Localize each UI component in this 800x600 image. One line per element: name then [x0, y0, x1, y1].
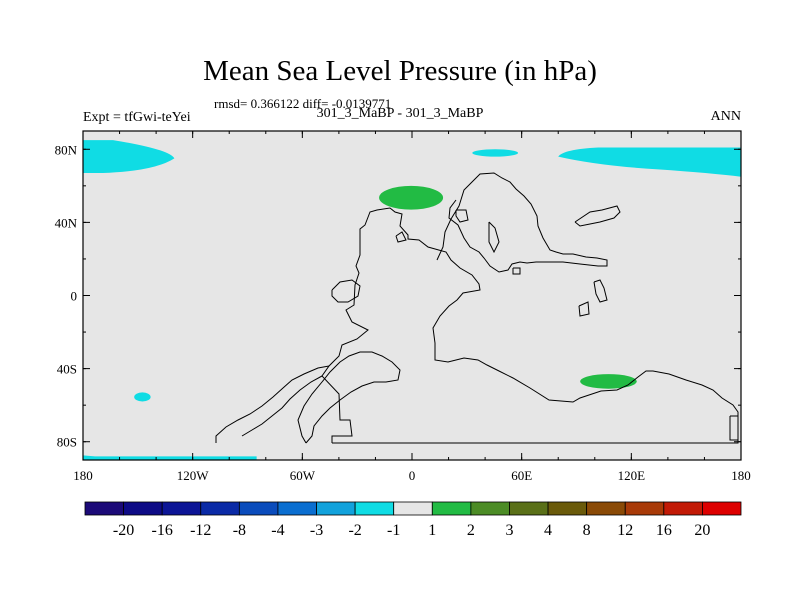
x-tick-label: 60E: [511, 468, 532, 483]
colorbar-label: -4: [271, 522, 284, 539]
colorbar-swatch: [393, 501, 433, 516]
coastline-segment: [729, 415, 739, 441]
y-tick-label: 40S: [57, 362, 77, 377]
x-tick-label: 120W: [177, 468, 210, 483]
colorbar-swatch: [431, 501, 472, 516]
experiment-label: Expt = tfGwi-teYei: [83, 110, 191, 125]
anomaly-region-antarctic-low: [83, 455, 257, 460]
coastline-segment: [488, 221, 500, 254]
colorbar-swatch: [586, 501, 626, 516]
anomaly-region-arctic-barents-low: [472, 149, 519, 157]
coastline-segment: [297, 351, 401, 444]
colorbar-label: 2: [467, 522, 475, 539]
coastline-segment: [593, 279, 608, 303]
coastline-segment: [331, 279, 361, 303]
colorbar-swatch: [354, 501, 395, 516]
colorbar-label: 8: [583, 522, 591, 539]
season-label: ANN: [710, 109, 741, 124]
colorbar-label: 20: [694, 522, 710, 539]
colorbar-label: -12: [190, 522, 211, 539]
x-tick-label: 180: [73, 468, 93, 483]
colorbar-swatch: [624, 501, 665, 516]
anomaly-region-arctic-siberia-low: [558, 147, 741, 177]
y-tick-label: 80N: [55, 142, 78, 157]
anomaly-region-south-pacific-low: [134, 392, 151, 402]
colorbar-swatch: [702, 501, 742, 516]
colorbar-label: 1: [428, 522, 436, 539]
colorbar-swatch: [509, 501, 549, 516]
x-tick-label: 0: [409, 468, 416, 483]
plot-background: [83, 131, 741, 460]
coastline-segment: [395, 231, 407, 243]
colorbar-swatch: [547, 501, 588, 516]
paleo-coastline: [215, 172, 739, 444]
x-tick-label: 120E: [618, 468, 646, 483]
colorbar-swatch: [123, 501, 163, 516]
colorbar-swatch: [238, 501, 279, 516]
coastline-segment: [321, 207, 739, 444]
colorbar-swatch: [277, 501, 317, 516]
coastline-segment: [455, 209, 469, 223]
coastline-segment: [436, 172, 608, 273]
y-tick-label: 40N: [55, 215, 78, 230]
colorbar-label: -1: [387, 522, 400, 539]
x-tick-label: 180: [731, 468, 751, 483]
colorbar-label: -20: [113, 522, 134, 539]
y-tick-label: 0: [71, 289, 78, 304]
coastline-segment: [578, 301, 590, 317]
colorbar-swatch: [200, 501, 240, 516]
colorbar-swatch: [663, 501, 703, 516]
coastline-segment: [574, 205, 621, 227]
colorbar-label: -2: [348, 522, 361, 539]
stats-text: rmsd= 0.366122 diff= -0.0139771: [214, 96, 392, 111]
colorbar-label: -8: [233, 522, 246, 539]
colorbar-label: 4: [544, 522, 552, 539]
coastline-segment: [512, 267, 521, 275]
colorbar-label: -3: [310, 522, 323, 539]
chart-title: Mean Sea Level Pressure (in hPa): [203, 55, 597, 87]
anomaly-region-south-indian-high: [580, 374, 637, 389]
anomaly-region-north-atlantic-high: [379, 185, 444, 210]
colorbar-swatch: [84, 501, 124, 516]
colorbar-swatch: [470, 501, 510, 516]
colorbar-swatch: [161, 501, 202, 516]
colorbar-label: 16: [656, 522, 672, 539]
coastline-segment: [241, 375, 323, 437]
coastline-segment: [215, 365, 330, 443]
colorbar-swatch: [316, 501, 356, 516]
y-tick-label: 80S: [57, 435, 77, 450]
colorbar-label: -16: [152, 522, 173, 539]
colorbar-label: 12: [617, 522, 633, 539]
comparison-label: 301_3_MaBP - 301_3_MaBP: [316, 106, 484, 121]
x-tick-label: 60W: [290, 468, 316, 483]
colorbar-label: 3: [505, 522, 513, 539]
anomaly-region-arctic-north-america-low: [83, 140, 175, 174]
